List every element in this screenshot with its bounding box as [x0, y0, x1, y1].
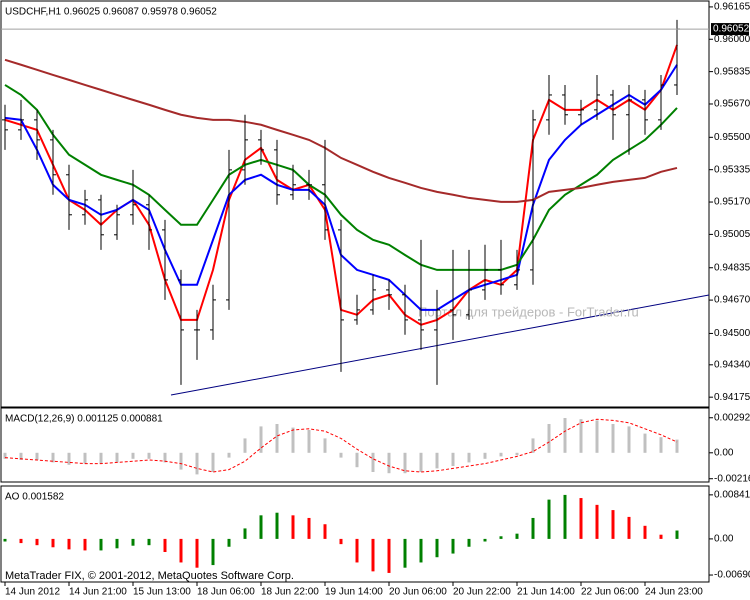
y-tick-label: 0.94175: [714, 392, 750, 403]
y-tick-label: 0.96000: [714, 34, 750, 45]
y-tick-label: 0.002921: [714, 412, 750, 423]
x-tick-label: 18 Jun 22:00: [261, 587, 319, 598]
x-tick-label: 15 Jun 13:00: [133, 587, 191, 598]
watermark: Портал для трейдеров - ForTrader.ru: [418, 304, 639, 319]
moving-average: [4, 58, 678, 203]
macd-signal: [4, 418, 678, 473]
panel-title: MACD(12,26,9) 0.001125 0.000881: [5, 414, 163, 425]
y-tick-label: 0.95170: [714, 197, 750, 208]
y-tick-label: 0.95005: [714, 229, 750, 240]
panel-title: USDCHF,H1 0.96025 0.96087 0.95978 0.9605…: [5, 7, 217, 18]
y-tick-label: 0.00841: [714, 489, 750, 500]
y-tick-label: 0.95670: [714, 99, 750, 110]
x-tick-label: 14 Jun 2012: [5, 587, 60, 598]
x-tick-label: 24 Jun 23:00: [645, 587, 703, 598]
trend-line: [170, 294, 710, 396]
y-tick-label: 0.96165: [714, 2, 750, 13]
last-price-box: [711, 23, 749, 36]
y-tick-label: 0.00: [714, 534, 734, 545]
y-tick-label: 0.94835: [714, 262, 750, 273]
y-tick-label: -0.00216: [714, 473, 750, 484]
y-tick-label: 0.94500: [714, 328, 750, 339]
x-tick-label: 19 Jun 14:00: [325, 587, 383, 598]
footer: MetaTrader FIX, © 2001-2012, MetaQuotes …: [5, 570, 294, 582]
x-tick-label: 20 Jun 22:00: [453, 587, 511, 598]
x-tick-label: 14 Jun 21:00: [69, 587, 127, 598]
y-tick-label: 0.00: [714, 447, 734, 458]
y-tick-label: 0.95335: [714, 164, 750, 175]
y-tick-label: 0.95835: [714, 66, 750, 77]
y-tick-label: 0.95500: [714, 132, 750, 143]
moving-average: [4, 84, 678, 271]
x-tick-label: 18 Jun 06:00: [197, 587, 255, 598]
ao-frame: [0, 485, 710, 583]
macd-frame: [0, 407, 710, 483]
price-frame: [0, 0, 710, 408]
y-tick-label: 0.94670: [714, 295, 750, 306]
last-price-label: 0.96052: [713, 24, 750, 35]
x-tick-label: 21 Jun 14:00: [517, 587, 575, 598]
panel-title: AO 0.001582: [5, 492, 64, 503]
y-tick-label: 0.94340: [714, 359, 750, 370]
x-tick-label: 20 Jun 06:00: [389, 587, 447, 598]
y-tick-label: -0.00690: [714, 570, 750, 581]
x-tick-label: 22 Jun 06:00: [581, 587, 639, 598]
